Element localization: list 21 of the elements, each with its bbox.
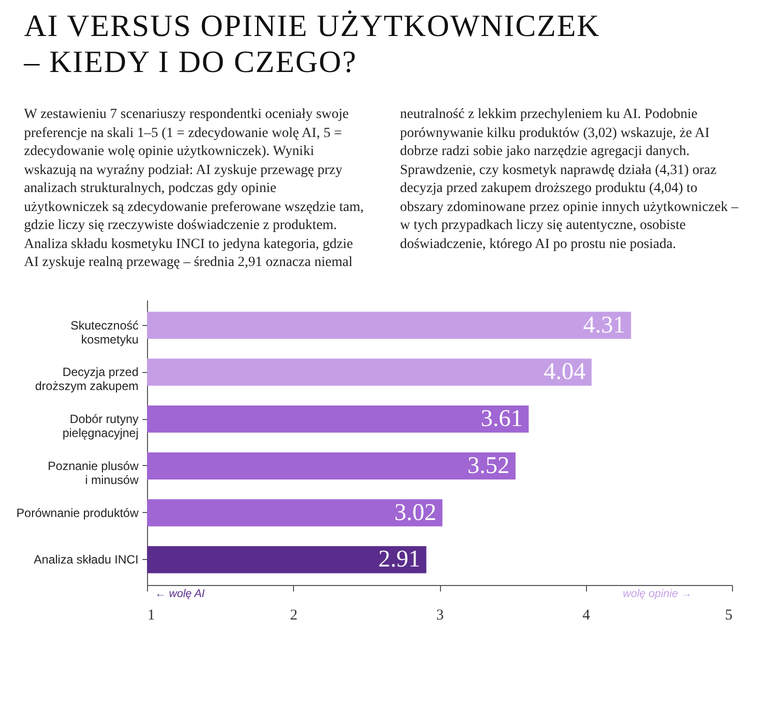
data-label: 3.52 xyxy=(468,452,510,478)
y-tick-label: Poznanie plusów i minusów xyxy=(48,458,139,486)
x-tick-label: 5 xyxy=(725,607,732,623)
y-tick-label: Analiza składu INCI xyxy=(34,552,138,566)
y-tick-label: Decyzja przed droższym zakupem xyxy=(35,364,138,393)
data-label: 4.31 xyxy=(583,312,626,338)
x-tick-label: 4 xyxy=(582,607,590,623)
x-tick-label: 1 xyxy=(148,607,155,623)
y-tick-label: Porównanie produktów xyxy=(16,505,139,520)
data-label: 4.04 xyxy=(544,358,586,385)
text: W zestawieniu 7 scenariuszy respondentki oceniały swoje preferencje na skali 1–5 (1 = zdecydowanie wolę AI, 5 = zdecydowanie wolę opinie użytkowniczek). Wyniki wskazują na wyraźny podział: AI zyskuje przewagę przy analizach strukturalnych, podczas gdy opinie użytkowniczek są zdecydowanie preferowane wszędzie tam, gdzie liczy się rzeczywiste doświadczenie z produktem. Analiza składu kosmetyku INCI to jedyna kategoria, gdzie AI zyskuje realną przewagę – średnia 2,91 oznacza niemal neutralność z lekkim przechyleniem ku AI. Podobnie porównywanie kilku produktów (3,02) wskazuje, że AI dobrze radzi sobie jako narzędzie agregacji danych. Sprawdzenie, czy kosmetyk naprawdę działa (4,31) oraz decyzja przed zakupem droższego produktu (4,04) to obszary zdominowane przez opinie innych użytkowniczek – w tych przypadkach liczy się autentyczne, osobiste doświadczenie, którego AI po prostu nie posiada. xyxy=(24,107,738,270)
data-label: 2.91 xyxy=(378,546,420,572)
y-tick-label: Dobór rutyny pielęgnacyjnej xyxy=(62,412,138,440)
text: ← wolę AI xyxy=(155,588,205,600)
x-tick-label: 3 xyxy=(436,607,444,623)
chart-title: AI VERSUS OPINIE UŻYTKOWNICZEK – KIEDY I DO CZEGO? xyxy=(24,8,602,80)
x-tick-label: 2 xyxy=(290,607,298,623)
data-label: 3.02 xyxy=(394,499,436,526)
data-label: 3.61 xyxy=(480,406,523,432)
y-tick-label: Skuteczność kosmetyku xyxy=(70,318,138,346)
text: wolę opinie → xyxy=(622,588,692,600)
